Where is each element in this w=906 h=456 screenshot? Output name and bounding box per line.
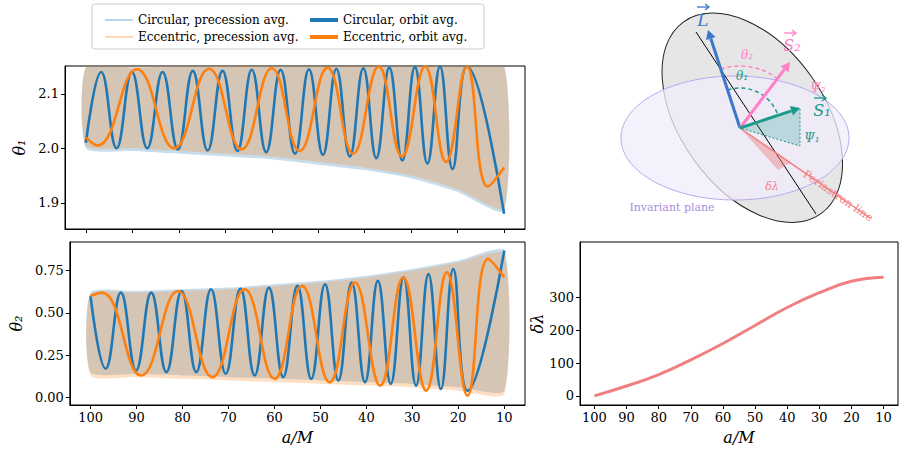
svg-text:100: 100 (78, 410, 103, 425)
svg-text:90: 90 (618, 410, 635, 425)
svg-text:90: 90 (128, 410, 145, 425)
svg-text:Eccentric, orbit avg.: Eccentric, orbit avg. (343, 30, 467, 44)
svg-text:70: 70 (683, 410, 700, 425)
svg-text:0: 0 (566, 388, 574, 403)
svg-text:0.00: 0.00 (35, 390, 64, 405)
svg-text:2.0: 2.0 (38, 141, 59, 156)
svg-text:δλ: δλ (528, 314, 547, 334)
svg-text:300: 300 (549, 290, 574, 305)
svg-text:70: 70 (220, 410, 237, 425)
svg-text:Periastron line: Periastron line (801, 168, 876, 225)
svg-text:50: 50 (747, 410, 764, 425)
svg-text:40: 40 (779, 410, 796, 425)
svg-text:100: 100 (582, 410, 607, 425)
svg-text:θ₁: θ₁ (10, 139, 29, 155)
svg-text:50: 50 (312, 410, 329, 425)
svg-text:0.75: 0.75 (35, 263, 64, 278)
svg-text:Circular, orbit avg.: Circular, orbit avg. (343, 13, 458, 27)
svg-text:30: 30 (811, 410, 828, 425)
svg-text:10: 10 (875, 410, 892, 425)
svg-text:Ψ₁: Ψ₁ (804, 131, 819, 145)
svg-text:20: 20 (843, 410, 860, 425)
svg-text:θ₁: θ₁ (736, 69, 748, 83)
svg-text:0.50: 0.50 (35, 305, 64, 320)
svg-text:2.1: 2.1 (38, 86, 59, 101)
svg-text:20: 20 (450, 410, 467, 425)
svg-text:80: 80 (650, 410, 667, 425)
svg-text:L: L (696, 10, 708, 30)
svg-text:60: 60 (715, 410, 732, 425)
svg-text:S₁: S₁ (813, 101, 830, 120)
svg-text:100: 100 (549, 356, 574, 371)
svg-text:a/M: a/M (282, 428, 314, 447)
svg-text:θ₂: θ₂ (7, 315, 26, 331)
svg-text:Eccentric, precession avg.: Eccentric, precession avg. (138, 30, 298, 44)
svg-text:10: 10 (496, 410, 513, 425)
svg-text:1.9: 1.9 (38, 195, 59, 210)
svg-text:a/M: a/M (723, 428, 755, 447)
svg-text:40: 40 (358, 410, 375, 425)
svg-text:80: 80 (174, 410, 191, 425)
svg-text:θ₂: θ₂ (741, 48, 753, 62)
svg-text:S₂: S₂ (783, 36, 800, 55)
svg-text:200: 200 (549, 323, 574, 338)
svg-text:δλ: δλ (765, 180, 779, 193)
svg-text:Invariant plane: Invariant plane (629, 201, 714, 214)
svg-text:0.25: 0.25 (35, 348, 64, 363)
svg-text:30: 30 (404, 410, 421, 425)
svg-text:Circular, precession avg.: Circular, precession avg. (138, 13, 289, 27)
svg-text:Ψ₂: Ψ₂ (810, 81, 826, 95)
svg-text:60: 60 (266, 410, 283, 425)
